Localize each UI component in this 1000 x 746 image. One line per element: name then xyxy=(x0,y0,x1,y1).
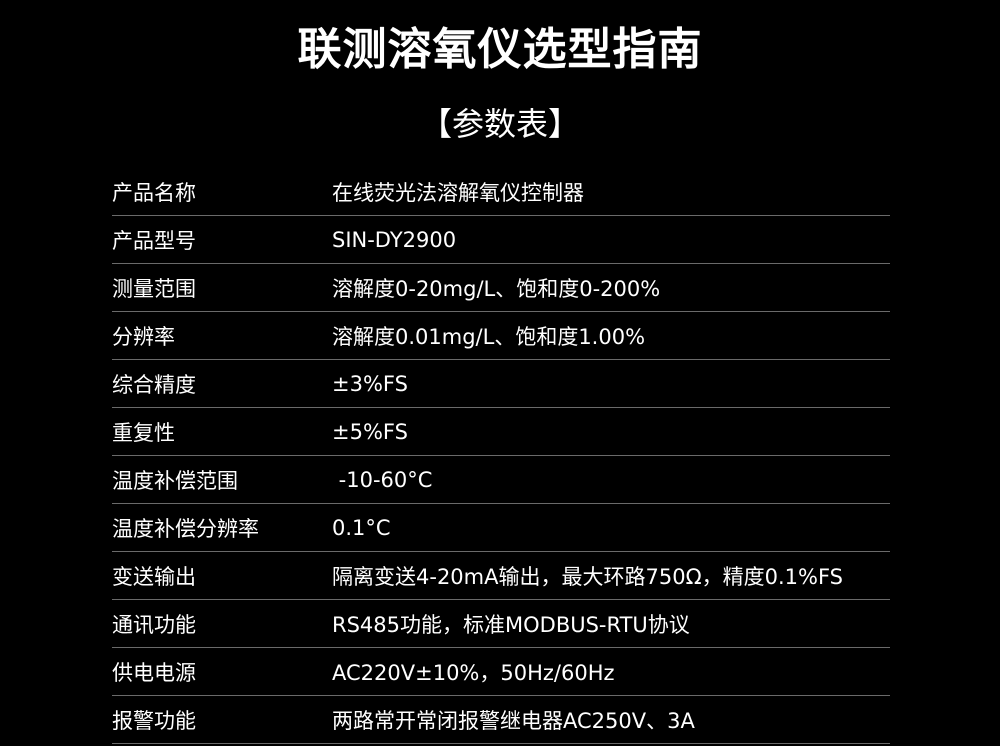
table-row: 分辨率 溶解度0.01mg/L、饱和度1.00% xyxy=(112,312,890,360)
param-value: 隔离变送4-20mA输出，最大环路750Ω，精度0.1%FS xyxy=(332,564,844,589)
param-label: 温度补偿范围 xyxy=(112,468,238,493)
table-row: 变送输出 隔离变送4-20mA输出，最大环路750Ω，精度0.1%FS xyxy=(112,552,890,600)
param-value: AC220V±10%，50Hz/60Hz xyxy=(332,660,615,685)
param-value: -10-60°C xyxy=(332,467,433,492)
table-row: 综合精度 ±3%FS xyxy=(112,360,890,408)
param-label: 通讯功能 xyxy=(112,612,196,637)
table-row: 温度补偿分辨率 0.1°C xyxy=(112,504,890,552)
table-row: 产品名称 在线荧光法溶解氧仪控制器 xyxy=(112,168,890,216)
table-row: 通讯功能 RS485功能，标准MODBUS-RTU协议 xyxy=(112,600,890,648)
table-row: 温度补偿范围 -10-60°C xyxy=(112,456,890,504)
param-value: ±3%FS xyxy=(332,371,408,396)
param-label: 温度补偿分辨率 xyxy=(112,516,259,541)
table-row: 测量范围 溶解度0-20mg/L、饱和度0-200% xyxy=(112,264,890,312)
param-value: 溶解度0.01mg/L、饱和度1.00% xyxy=(332,324,646,349)
param-label: 综合精度 xyxy=(112,372,196,397)
param-value: SIN-DY2900 xyxy=(332,227,457,252)
parameter-table: 产品名称 在线荧光法溶解氧仪控制器产品型号 SIN-DY2900 测量范围 溶解度0-2… xyxy=(112,168,890,744)
param-value: 两路常开常闭报警继电器AC250V、3A xyxy=(332,708,695,733)
param-label: 重复性 xyxy=(112,420,175,445)
param-value: 溶解度0-20mg/L、饱和度0-200% xyxy=(332,276,661,301)
param-label: 产品名称 xyxy=(112,180,196,205)
param-value: ±5%FS xyxy=(332,419,408,444)
table-row: 报警功能 两路常开常闭报警继电器AC250V、3A xyxy=(112,696,890,744)
param-label: 产品型号 xyxy=(112,228,196,253)
param-value: 0.1°C xyxy=(332,515,391,540)
table-row: 产品型号 SIN-DY2900 xyxy=(112,216,890,264)
param-label: 供电电源 xyxy=(112,660,196,685)
param-label: 变送输出 xyxy=(112,564,196,589)
section-subtitle: 【参数表】 xyxy=(419,105,580,143)
param-value: RS485功能，标准MODBUS-RTU协议 xyxy=(332,612,690,637)
param-value: 在线荧光法溶解氧仪控制器 xyxy=(332,180,584,205)
param-label: 测量范围 xyxy=(112,276,196,301)
param-label: 分辨率 xyxy=(112,324,175,349)
param-label: 报警功能 xyxy=(112,708,196,733)
page-title: 联测溶氧仪选型指南 xyxy=(297,24,703,75)
table-row: 供电电源 AC220V±10%，50Hz/60Hz xyxy=(112,648,890,696)
table-row: 重复性 ±5%FS xyxy=(112,408,890,456)
